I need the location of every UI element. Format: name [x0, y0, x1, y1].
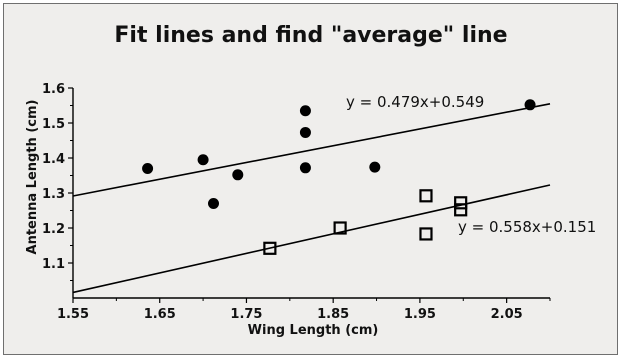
data-point-circle	[232, 169, 244, 181]
data-point-circle	[369, 161, 381, 173]
x-axis-label: Wing Length (cm)	[248, 323, 379, 338]
y-axis-label: Antenna Length (cm)	[25, 100, 40, 255]
x-tick-label: 1.85	[317, 307, 349, 322]
data-point-circle	[299, 105, 311, 117]
y-tick-label: 1.6	[42, 82, 65, 97]
data-point-square	[419, 227, 433, 241]
x-tick-label: 1.95	[404, 307, 436, 322]
y-tick-label: 1.2	[42, 222, 65, 237]
chart-title: Fit lines and find "average" line	[114, 23, 507, 48]
data-point-square	[263, 241, 277, 255]
data-point-circle	[142, 163, 154, 174]
data-point-circle	[197, 154, 209, 166]
plot-area: 1.55 1.65 1.75 1.85 1.95 2.05 1.1 1.2 1.3 1.4 1.5 1…	[42, 82, 596, 322]
chart-frame	[3, 3, 618, 355]
y-tick-label: 1.5	[42, 117, 65, 132]
x-tick-label: 2.05	[491, 307, 523, 322]
data-point-square	[333, 221, 347, 235]
data-point-circle	[207, 198, 219, 209]
fit-line	[72, 102, 551, 197]
data-point-circle	[299, 126, 311, 138]
fit-equation-label: y = 0.479x+0.549	[346, 93, 484, 111]
x-tick-label: 1.75	[230, 307, 262, 322]
x-tick-label: 1.65	[144, 307, 176, 322]
fit-equation-label: y = 0.558x+0.151	[458, 218, 596, 236]
data-point-square	[419, 189, 433, 203]
data-point-circle	[524, 99, 536, 111]
y-tick-label: 1.1	[42, 257, 65, 272]
fit-line	[72, 184, 551, 294]
data-point-square	[454, 203, 468, 217]
x-tick-label: 1.55	[57, 307, 89, 322]
y-tick-label: 1.4	[42, 152, 65, 167]
y-tick-label: 1.3	[42, 187, 65, 202]
data-point-square	[454, 196, 468, 210]
data-point-circle	[299, 162, 311, 174]
